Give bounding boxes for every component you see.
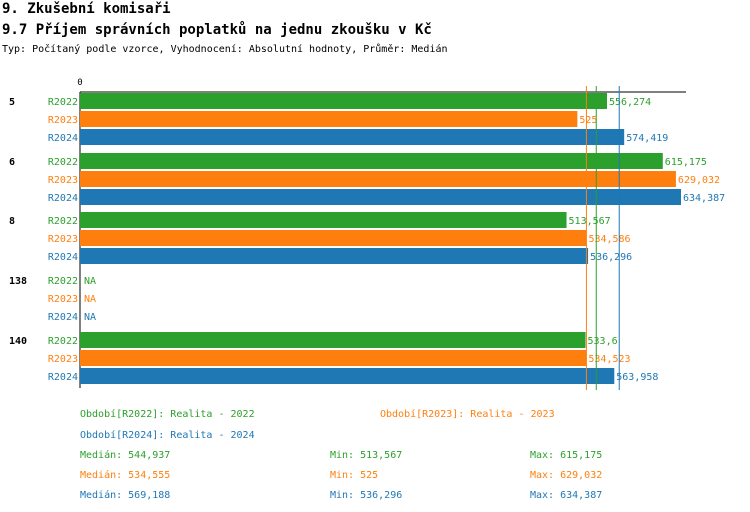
- stat-min: Min: 536,296: [330, 490, 402, 501]
- bar-value-label: 615,175: [665, 157, 707, 168]
- bar: [80, 129, 625, 145]
- stat-max: Max: 629,032: [530, 470, 602, 481]
- series-row-label: R2024: [48, 252, 78, 263]
- bar-value-label: 563,958: [616, 372, 658, 383]
- series-row-label: R2024: [48, 133, 78, 144]
- bar-value-label: NA: [84, 294, 96, 305]
- series-row-label: R2022: [48, 336, 78, 347]
- bar-value-label: 574,419: [626, 133, 668, 144]
- bar-value-label: NA: [84, 276, 96, 287]
- bar-value-label: 634,387: [683, 193, 725, 204]
- bar-value-label: NA: [84, 312, 96, 323]
- category-label: 6: [9, 157, 15, 168]
- bar-value-label: 629,032: [678, 175, 720, 186]
- stat-median: Medián: 544,937: [80, 449, 170, 461]
- category-label: 138: [9, 276, 27, 287]
- legend-entry: Období[R2024]: Realita - 2024: [80, 429, 255, 441]
- bar: [80, 189, 681, 205]
- series-row-label: R2022: [48, 97, 78, 108]
- stat-min: Min: 513,567: [330, 450, 402, 461]
- legend-entry: Období[R2023]: Realita - 2023: [380, 408, 555, 420]
- series-row-label: R2023: [48, 294, 78, 305]
- bar: [80, 111, 578, 127]
- bar-value-label: 533,6: [588, 336, 618, 347]
- bar-value-label: 536,296: [590, 252, 632, 263]
- stat-median: Medián: 569,188: [80, 489, 170, 501]
- bar-value-label: 525: [579, 115, 597, 126]
- bar: [80, 350, 587, 366]
- chart-section-title: 9. Zkušební komisaři: [2, 1, 171, 17]
- stat-max: Max: 634,387: [530, 490, 602, 501]
- bar-value-label: 534,586: [588, 234, 630, 245]
- bar: [80, 93, 607, 109]
- series-row-label: R2024: [48, 372, 78, 383]
- category-label: 5: [9, 97, 15, 108]
- bar: [80, 248, 589, 264]
- series-row-label: R2024: [48, 193, 78, 204]
- bar: [80, 212, 567, 228]
- bar: [80, 153, 663, 169]
- bar: [80, 368, 615, 384]
- series-row-label: R2023: [48, 115, 78, 126]
- series-row-label: R2024: [48, 312, 78, 323]
- stat-max: Max: 615,175: [530, 450, 602, 461]
- chart-type-line: Typ: Počítaný podle vzorce, Vyhodnocení:…: [2, 44, 448, 55]
- stat-min: Min: 525: [330, 470, 378, 481]
- series-row-label: R2023: [48, 175, 78, 186]
- bar: [80, 332, 586, 348]
- chart-title: 9.7 Příjem správních poplatků na jednu z…: [2, 22, 432, 38]
- bar: [80, 171, 676, 187]
- legend-entry: Období[R2022]: Realita - 2022: [80, 408, 255, 420]
- category-label: 140: [9, 336, 27, 347]
- bar-value-label: 556,274: [609, 97, 651, 108]
- series-row-label: R2023: [48, 354, 78, 365]
- bar-value-label: 534,523: [588, 354, 630, 365]
- series-row-label: R2022: [48, 216, 78, 227]
- stat-median: Medián: 534,555: [80, 469, 170, 481]
- series-row-label: R2023: [48, 234, 78, 245]
- x-axis-zero-label: 0: [77, 78, 82, 88]
- category-label: 8: [9, 216, 15, 227]
- series-row-label: R2022: [48, 276, 78, 287]
- bar-value-label: 513,567: [569, 216, 611, 227]
- bar: [80, 230, 587, 246]
- series-row-label: R2022: [48, 157, 78, 168]
